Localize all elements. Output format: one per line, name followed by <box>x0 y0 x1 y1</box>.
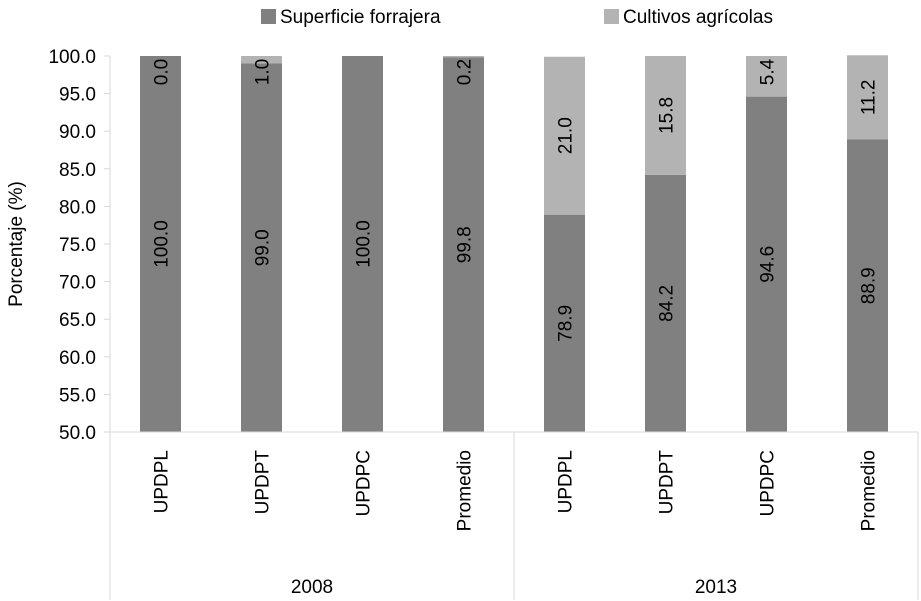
bar-segment <box>645 174 686 433</box>
bars: 100.0 0.0 99.0 1.0 100.0 99.8 0.2 78.9 21.0 84.2 1… <box>140 55 888 433</box>
bar-segment <box>241 56 282 64</box>
data-label: 21.0 <box>556 117 577 154</box>
bar-segment <box>140 56 181 432</box>
bar-segment <box>342 56 383 432</box>
y-tick-label: 85.0 <box>59 160 96 181</box>
bar-segment <box>544 214 585 432</box>
y-tick-label: 55.0 <box>59 385 96 406</box>
data-label: 94.6 <box>758 246 779 283</box>
y-tick-label: 80.0 <box>59 197 96 218</box>
data-label: 78.9 <box>556 305 577 342</box>
y-tick-label: 75.0 <box>59 235 96 256</box>
x-category-label: UPDPC <box>354 450 375 517</box>
bar-segment <box>443 57 484 433</box>
data-label: 11.2 <box>859 80 880 116</box>
y-tick-label: 65.0 <box>59 310 96 331</box>
data-label: 88.9 <box>859 267 880 304</box>
bar-segment <box>443 56 484 58</box>
data-label: 100.0 <box>152 220 173 268</box>
bar-segment <box>746 96 787 432</box>
x-category-label: UPDPT <box>657 450 678 515</box>
bar-segment <box>544 56 585 215</box>
data-label: 5.4 <box>758 58 779 85</box>
x-group-label: 2013 <box>695 577 737 598</box>
data-label: 15.8 <box>657 97 678 134</box>
y-tick-label: 100.0 <box>48 47 96 68</box>
y-tick-label: 70.0 <box>59 273 96 294</box>
legend-swatch-agricolas <box>604 9 619 24</box>
legend-label-agricolas: Cultivos agrícolas <box>623 7 773 28</box>
bar-segment <box>847 139 888 433</box>
data-label: 100.0 <box>354 220 375 268</box>
x-category-label: UPDPC <box>758 450 779 517</box>
bar-segment <box>847 55 888 140</box>
y-tick-label: 50.0 <box>59 423 96 444</box>
x-category-label: Promedio <box>455 450 476 531</box>
x-category-label: UPDPT <box>253 450 274 515</box>
y-axis: 50.0 55.0 60.0 65.0 70.0 75.0 80.0 85.0 90.0 95.0… <box>48 47 111 600</box>
data-label: 99.0 <box>253 229 274 266</box>
legend-label-forrajera: Superficie forrajera <box>280 7 441 28</box>
data-label: 0.0 <box>152 59 173 85</box>
bar-segment <box>645 56 686 175</box>
legend: Superficie forrajera Cultivos agrícolas <box>261 7 773 28</box>
x-category-label: Promedio <box>859 450 880 531</box>
data-label: 0.2 <box>455 59 476 85</box>
y-axis-label: Porcentaje (%) <box>6 181 27 307</box>
x-axis: UPDPL UPDPT UPDPC Promedio 2008 UPDPL UPDPT UPD… <box>110 431 919 600</box>
legend-swatch-forrajera <box>261 9 276 24</box>
y-tick-label: 60.0 <box>59 348 96 369</box>
y-tick-label: 95.0 <box>59 85 96 106</box>
bar-segment <box>746 56 787 97</box>
bar-segment <box>241 63 282 433</box>
data-label: 84.2 <box>657 285 678 322</box>
data-label: 99.8 <box>455 226 476 263</box>
y-tick-label: 90.0 <box>59 122 96 143</box>
data-label: 1.0 <box>253 59 274 85</box>
x-category-label: UPDPL <box>152 450 173 513</box>
x-group-label: 2008 <box>291 577 333 598</box>
x-category-label: UPDPL <box>556 450 577 513</box>
